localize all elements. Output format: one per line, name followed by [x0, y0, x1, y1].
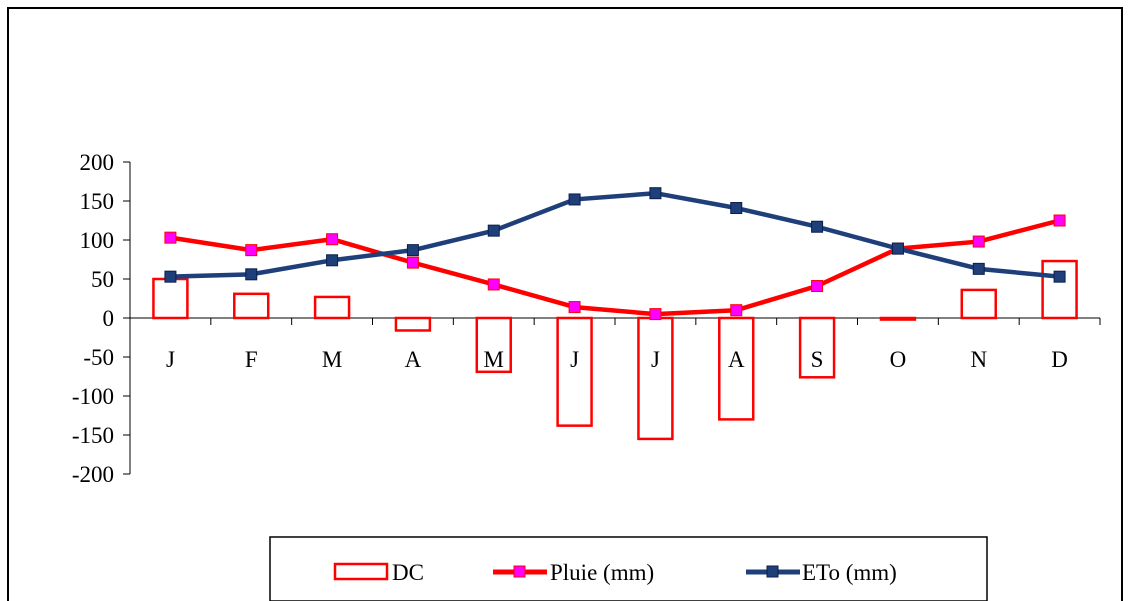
y-tick-label: 50: [91, 267, 114, 292]
pluie-marker: [972, 235, 985, 248]
x-tick-label: J: [651, 347, 660, 372]
x-tick-label: N: [970, 347, 987, 372]
dc-bar: [718, 316, 755, 421]
legend-dc-label: DC: [392, 560, 424, 585]
y-axis: 200 150 100 50 0 -50 -100 -150 -200: [72, 150, 131, 487]
pluie-marker: [568, 301, 581, 314]
legend-pluie-marker: [513, 565, 526, 578]
eto-marker: [568, 193, 581, 206]
legend-eto-marker: [766, 565, 779, 578]
eto-marker: [1053, 270, 1066, 283]
dc-bar: [960, 288, 997, 320]
legend-pluie-label: Pluie (mm): [550, 560, 654, 585]
pluie-marker: [1053, 214, 1066, 227]
pluie-line: [170, 218, 1061, 317]
eto-marker: [649, 187, 662, 200]
y-tick-label: 100: [80, 228, 115, 253]
dc-bar: [313, 295, 351, 320]
dc-bar: [798, 316, 836, 379]
legend-dc-swatch: [333, 562, 389, 581]
eto-marker: [891, 242, 904, 255]
dc-bar: [233, 292, 270, 320]
dc-bar: [152, 277, 189, 320]
x-tick-label: A: [728, 347, 745, 372]
dc-bar: [394, 316, 432, 332]
eto-marker: [730, 202, 743, 215]
y-tick-label: -150: [72, 423, 114, 448]
pluie-marker: [487, 278, 500, 291]
y-tick-label: -50: [83, 345, 114, 370]
dc-bar: [475, 316, 512, 374]
y-tick-label: -100: [72, 384, 114, 409]
y-tick-label: 150: [80, 189, 115, 214]
chart-frame: [7, 7, 1123, 601]
eto-marker: [406, 244, 419, 257]
eto-marker: [811, 220, 824, 233]
dc-bar: [637, 316, 674, 441]
eto-marker: [326, 254, 339, 267]
x-tick-label: J: [166, 347, 175, 372]
y-tick-label: 200: [80, 150, 115, 175]
dc-bar: [879, 316, 917, 321]
pluie-marker: [245, 244, 258, 257]
pluie-marker: [164, 231, 177, 244]
y-tick-label: 0: [103, 306, 115, 331]
legend-eto-label: ETo (mm): [802, 560, 897, 585]
eto-marker: [487, 224, 500, 237]
x-tick-label: A: [405, 347, 422, 372]
eto-line: [170, 190, 1060, 279]
x-tick-label: F: [245, 347, 258, 372]
legend: DC Pluie (mm) ETo (mm): [269, 536, 988, 601]
line-series: [164, 187, 1066, 321]
x-tick-label: M: [484, 347, 504, 372]
x-tick-label: O: [890, 347, 907, 372]
pluie-marker: [649, 308, 662, 321]
eto-marker: [164, 270, 177, 283]
eto-marker: [245, 268, 258, 281]
x-tick-label: D: [1051, 347, 1068, 372]
dc-bars: [152, 259, 1078, 441]
pluie-marker: [811, 280, 824, 293]
pluie-marker: [730, 304, 743, 317]
y-tick-label: -200: [72, 462, 114, 487]
pluie-marker: [326, 233, 339, 246]
x-axis: [129, 317, 1101, 325]
pluie-marker: [406, 256, 419, 269]
legend-box: [269, 536, 988, 601]
dc-bar: [1041, 259, 1078, 320]
x-tick-label: M: [322, 347, 342, 372]
dc-bar: [556, 316, 593, 427]
x-tick-label: J: [570, 347, 579, 372]
x-tick-label: S: [811, 347, 824, 372]
eto-marker: [972, 262, 985, 275]
